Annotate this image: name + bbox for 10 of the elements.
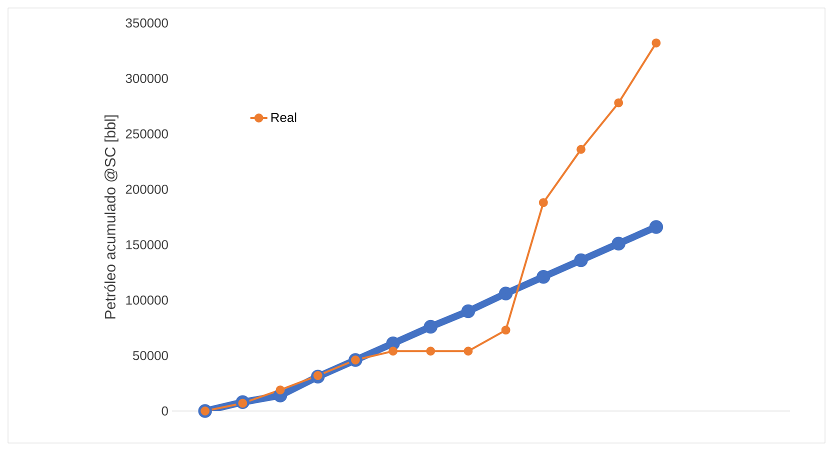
y-tick-label: 0 bbox=[162, 406, 168, 416]
y-tick-label: 300000 bbox=[126, 74, 168, 84]
y-tick-label: 350000 bbox=[126, 18, 168, 28]
y-tick-label: 100000 bbox=[126, 296, 168, 305]
y-tick-label: 150000 bbox=[126, 240, 168, 250]
legend-label: Real bbox=[271, 112, 296, 122]
y-tick-label: 250000 bbox=[126, 129, 168, 138]
y-tick-label: 50000 bbox=[132, 350, 168, 360]
y-tick-label: 200000 bbox=[126, 184, 168, 194]
y-axis-title: Petróleo acumulado @SC [bbl] bbox=[104, 115, 118, 318]
